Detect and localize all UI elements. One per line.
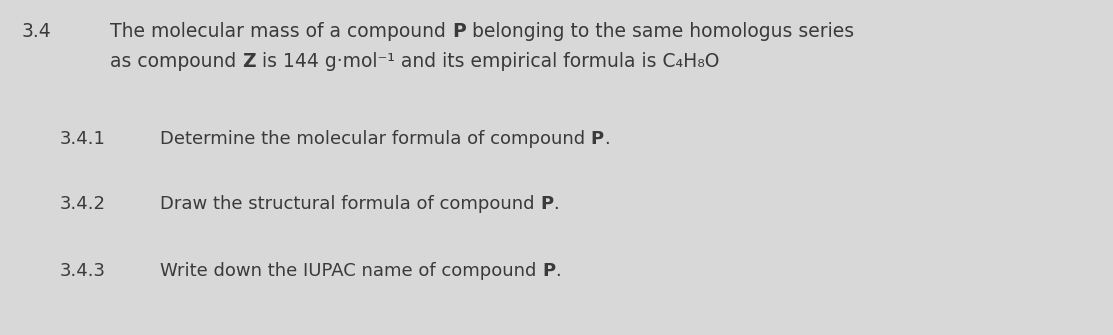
Text: as compound: as compound: [110, 52, 243, 71]
Text: P: P: [540, 195, 553, 213]
Text: Draw the structural formula of compound: Draw the structural formula of compound: [160, 195, 540, 213]
Text: P: P: [452, 22, 465, 41]
Text: belonging to the same homologus series: belonging to the same homologus series: [465, 22, 854, 41]
Text: 3.4.1: 3.4.1: [60, 130, 106, 148]
Text: 3.4.3: 3.4.3: [60, 262, 106, 280]
Text: 3.4.2: 3.4.2: [60, 195, 106, 213]
Text: .: .: [555, 262, 561, 280]
Text: .: .: [553, 195, 559, 213]
Text: .: .: [604, 130, 610, 148]
Text: P: P: [591, 130, 604, 148]
Text: 3.4: 3.4: [22, 22, 51, 41]
Text: Write down the IUPAC name of compound: Write down the IUPAC name of compound: [160, 262, 542, 280]
Text: Z: Z: [243, 52, 256, 71]
Text: The molecular mass of a compound: The molecular mass of a compound: [110, 22, 452, 41]
Text: Determine the molecular formula of compound: Determine the molecular formula of compo…: [160, 130, 591, 148]
Text: is 144 g·mol⁻¹ and its empirical formula is C₄H₈O: is 144 g·mol⁻¹ and its empirical formula…: [256, 52, 719, 71]
Text: P: P: [542, 262, 555, 280]
